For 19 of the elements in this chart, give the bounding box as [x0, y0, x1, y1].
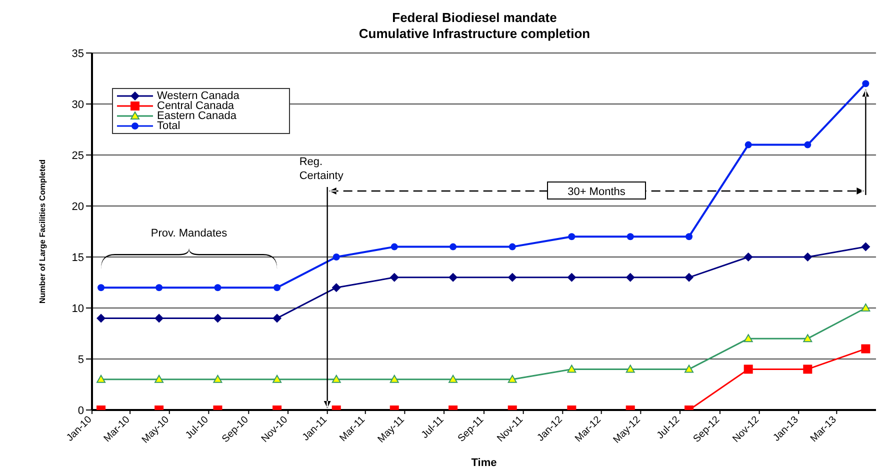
- chart-title: Federal Biodiesel mandate: [391, 10, 558, 26]
- y-tick-label: 25: [72, 150, 84, 162]
- y-tick-label: 20: [72, 200, 84, 213]
- y-tick-label: 0: [78, 404, 84, 417]
- y-tick-label: 15: [72, 252, 84, 264]
- chart-subtitle: Cumulative Infrastructure completion: [358, 26, 592, 42]
- y-tick-label: 35: [72, 48, 84, 60]
- y-tick-label: 30: [72, 98, 84, 111]
- y-axis-title: Number of Large Facilities Completed: [38, 159, 47, 304]
- ref-line-label: Reg. Certainty: [299, 156, 344, 182]
- legend-label: Western Canada: [157, 90, 240, 102]
- y-tick-label: 5: [78, 354, 84, 366]
- annotation: 30+ Months: [568, 186, 626, 198]
- legend-label: Eastern Canada: [157, 110, 236, 122]
- legend-label: Central Canada: [157, 100, 234, 112]
- y-tick-label: 10: [72, 302, 84, 315]
- x-axis-title: Time: [471, 457, 497, 469]
- legend-label: Total: [157, 120, 180, 132]
- annotation: Prov. Mandates: [150, 228, 228, 240]
